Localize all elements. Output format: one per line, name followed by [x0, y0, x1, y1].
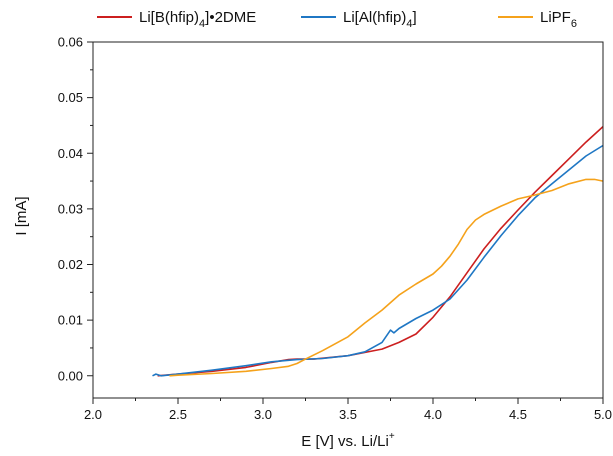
x-tick-label: 3.5 — [339, 407, 357, 422]
legend-label-main: Li[Al(hfip) — [343, 9, 406, 26]
y-tick-label: 0.03 — [58, 201, 83, 216]
x-tick-label: 4.5 — [509, 407, 527, 422]
legend-label-rest: ] — [412, 9, 416, 26]
x-tick-label: 4.0 — [424, 407, 442, 422]
x-tick-label: 5.0 — [594, 407, 612, 422]
legend-label-sub: 4 — [199, 18, 205, 30]
legend-label-sub: 6 — [571, 18, 577, 30]
axes: 2.0 2.5 3.0 3.5 4.0 4.5 5.0 0.00 0.01 0.02 0.03 0.0… — [58, 35, 612, 423]
y-tick-label: 0.02 — [58, 257, 83, 272]
x-tick-label: 3.0 — [254, 407, 272, 422]
x-axis-title: E [V] vs. Li/Li+ — [301, 431, 395, 450]
legend-label-1: Li[B(hfip)4]•2DME — [139, 9, 256, 30]
plot-area — [152, 126, 604, 377]
y-tick-label: 0.06 — [58, 35, 83, 50]
series-line-3 — [169, 178, 604, 377]
legend-label-rest: ]•2DME — [205, 9, 256, 26]
x-tick-label: 2.0 — [84, 407, 102, 422]
legend-label-2: Li[Al(hfip)4] — [343, 9, 417, 30]
legend-label-main: Li[B(hfip) — [139, 9, 199, 26]
y-tick-label: 0.04 — [58, 146, 83, 161]
series-line-1 — [157, 126, 604, 377]
y-tick-label: 0.00 — [58, 368, 83, 383]
y-tick-label: 0.01 — [58, 313, 83, 328]
series-line-2 — [152, 144, 604, 377]
plot-frame — [92, 41, 604, 399]
x-tick-label: 2.5 — [169, 407, 187, 422]
legend-label-sub: 4 — [406, 18, 412, 30]
legend: Li[B(hfip)4]•2DME Li[Al(hfip)4] LiPF6 — [97, 9, 577, 30]
legend-label-main: LiPF — [540, 9, 571, 26]
x-axis-title-main: E [V] vs. Li/Li — [301, 433, 389, 450]
legend-label-3: LiPF6 — [540, 9, 577, 30]
y-axis-title: I [mA] — [13, 196, 30, 235]
y-tick-label: 0.05 — [58, 90, 83, 105]
x-axis-title-sup: + — [389, 431, 395, 442]
